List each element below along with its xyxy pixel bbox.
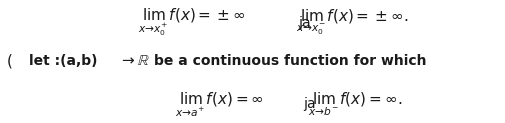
Text: $\to \mathbb{R}$: $\to \mathbb{R}$ (119, 53, 150, 68)
Text: (: ( (7, 53, 12, 68)
Text: $\lim_{x \to a^+} f(x) = \infty$: $\lim_{x \to a^+} f(x) = \infty$ (175, 90, 264, 119)
Text: $\lim_{x \to x_0^+} f(x) = \pm\infty$: $\lim_{x \to x_0^+} f(x) = \pm\infty$ (138, 7, 246, 38)
Text: $\lim_{x \to x_0^-} f(x) = \pm\infty.$: $\lim_{x \to x_0^-} f(x) = \pm\infty.$ (296, 8, 409, 37)
Text: ja: ja (298, 16, 311, 30)
Text: let :(a,b): let :(a,b) (29, 54, 97, 68)
Text: $\lim_{x \to b^-} f(x) = \infty.$: $\lim_{x \to b^-} f(x) = \infty.$ (308, 91, 402, 118)
Text: be a continuous function for which: be a continuous function for which (155, 54, 427, 68)
Text: ja: ja (304, 97, 316, 111)
